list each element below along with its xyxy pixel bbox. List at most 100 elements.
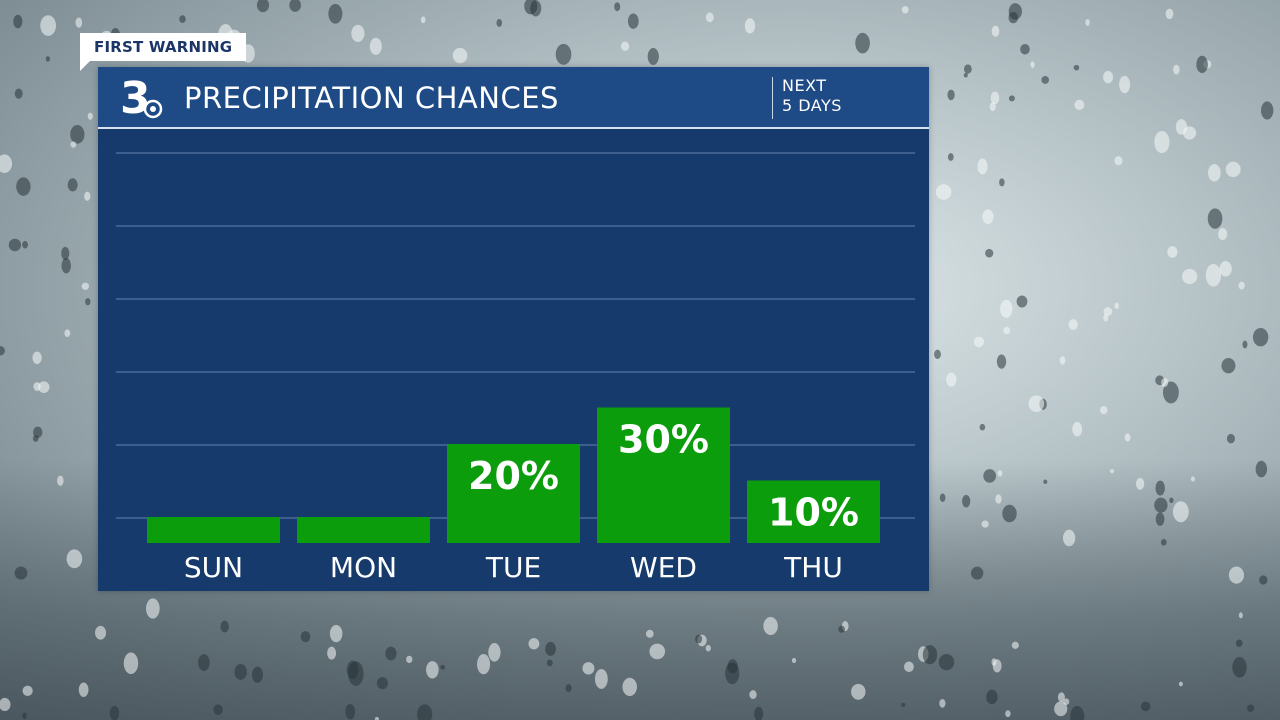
raindrop bbox=[622, 677, 637, 697]
raindrop bbox=[16, 177, 31, 196]
raindrop bbox=[594, 668, 608, 689]
raindrop bbox=[1073, 64, 1080, 71]
raindrop bbox=[81, 282, 90, 290]
raindrop bbox=[345, 704, 356, 720]
raindrop bbox=[1028, 395, 1045, 412]
first-warning-badge: FIRST WARNING bbox=[80, 33, 246, 61]
raindrop bbox=[647, 48, 659, 65]
header-divider bbox=[772, 77, 773, 119]
raindrop bbox=[1247, 704, 1255, 712]
raindrop bbox=[22, 241, 28, 249]
raindrop bbox=[1070, 705, 1085, 720]
day-label-thu: THU bbox=[783, 551, 843, 584]
raindrop bbox=[979, 423, 986, 431]
raindrop bbox=[1059, 356, 1066, 365]
badge-notch bbox=[80, 61, 90, 71]
raindrop bbox=[1238, 612, 1243, 619]
raindrop bbox=[289, 0, 301, 12]
raindrop bbox=[1261, 101, 1274, 120]
raindrop bbox=[838, 625, 845, 633]
raindrop bbox=[348, 661, 364, 686]
raindrop bbox=[1119, 75, 1131, 94]
value-label-thu: 10% bbox=[768, 491, 859, 535]
raindrop bbox=[385, 646, 397, 661]
raindrop bbox=[1068, 319, 1078, 330]
raindrop bbox=[145, 598, 160, 619]
raindrop bbox=[1259, 575, 1268, 585]
raindrop bbox=[1217, 227, 1228, 240]
precip-bar-chart: SUN MON 20% TUE 30% WED 10% THU bbox=[116, 152, 915, 584]
raindrop bbox=[901, 5, 909, 14]
raindrop bbox=[614, 2, 621, 12]
raindrop bbox=[1124, 433, 1131, 442]
raindrop bbox=[70, 124, 85, 144]
raindrop bbox=[328, 3, 343, 24]
raindrop bbox=[1063, 698, 1070, 706]
raindrop bbox=[1135, 477, 1145, 490]
raindrop bbox=[1155, 512, 1165, 526]
raindrop bbox=[369, 37, 382, 55]
raindrop bbox=[983, 469, 997, 483]
raindrop bbox=[1043, 479, 1048, 485]
raindrop bbox=[1016, 295, 1028, 308]
raindrop bbox=[963, 72, 968, 78]
raindrop bbox=[1169, 497, 1174, 504]
raindrop bbox=[406, 655, 413, 664]
day-label-wed: WED bbox=[630, 551, 697, 584]
raindrop bbox=[179, 15, 186, 23]
raindrop bbox=[1238, 281, 1245, 290]
raindrop bbox=[256, 0, 270, 13]
raindrop bbox=[1228, 566, 1245, 584]
raindrop bbox=[14, 88, 23, 99]
raindrop bbox=[8, 238, 22, 252]
range-line-2: 5 DAYS bbox=[782, 96, 842, 115]
raindrop bbox=[70, 141, 77, 148]
raindrop bbox=[977, 158, 988, 175]
raindrop bbox=[440, 664, 446, 670]
raindrop bbox=[947, 153, 954, 161]
value-label-wed: 30% bbox=[618, 418, 709, 462]
raindrop bbox=[982, 209, 994, 225]
raindrop bbox=[1154, 130, 1170, 154]
raindrop bbox=[420, 16, 426, 24]
raindrop bbox=[1205, 263, 1222, 287]
panel-header: 3 PRECIPITATION CHANCES NEXT 5 DAYS bbox=[98, 67, 929, 129]
raindrop bbox=[705, 12, 714, 23]
raindrop bbox=[251, 666, 263, 683]
page-title: PRECIPITATION CHANCES bbox=[184, 81, 559, 115]
bar-tue bbox=[447, 444, 580, 543]
raindrop bbox=[61, 246, 70, 260]
raindrop bbox=[22, 712, 27, 719]
raindrop bbox=[1190, 476, 1195, 482]
raindrop bbox=[565, 684, 572, 693]
raindrop bbox=[327, 646, 337, 660]
raindrop bbox=[1072, 421, 1083, 437]
raindrop bbox=[40, 15, 57, 36]
eye-pupil-icon bbox=[150, 106, 156, 112]
raindrop bbox=[1232, 656, 1247, 678]
raindrop bbox=[1114, 156, 1123, 166]
bar-wed bbox=[597, 407, 730, 543]
raindrop bbox=[376, 677, 388, 690]
raindrop bbox=[995, 494, 1002, 504]
raindrop bbox=[939, 698, 946, 708]
raindrop bbox=[981, 520, 989, 528]
raindrop bbox=[1155, 480, 1165, 496]
raindrop bbox=[744, 18, 756, 34]
raindrop bbox=[38, 381, 50, 394]
raindrop bbox=[939, 493, 946, 502]
raindrop bbox=[1003, 326, 1011, 335]
channel-3-logo: 3 bbox=[120, 73, 163, 121]
raindrop bbox=[1252, 327, 1269, 347]
raindrop bbox=[645, 629, 654, 638]
raindrop bbox=[971, 566, 984, 580]
raindrop bbox=[1172, 501, 1189, 523]
raindrop bbox=[329, 624, 343, 643]
raindrop bbox=[938, 653, 955, 671]
raindrop bbox=[64, 329, 71, 337]
raindrop bbox=[695, 634, 703, 644]
raindrop bbox=[1103, 70, 1114, 84]
raindrop bbox=[66, 549, 83, 569]
raindrop bbox=[452, 47, 468, 64]
